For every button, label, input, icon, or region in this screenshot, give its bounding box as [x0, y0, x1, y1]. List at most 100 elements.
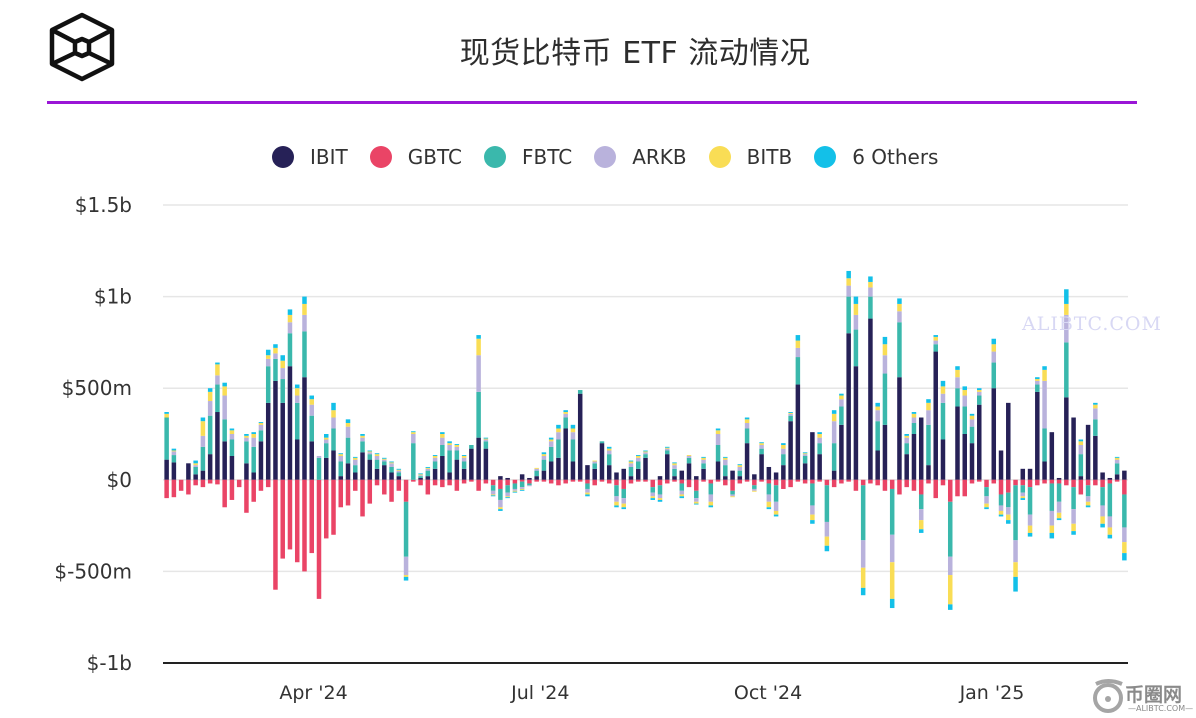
bar-segment[interactable] — [636, 479, 641, 482]
bar-segment[interactable] — [875, 406, 880, 411]
bar-segment[interactable] — [403, 479, 409, 502]
bar-segment[interactable] — [1035, 384, 1040, 392]
bar-segment[interactable] — [447, 472, 452, 480]
bar-segment[interactable] — [636, 457, 641, 462]
bar-segment[interactable] — [1064, 479, 1069, 486]
bar-segment[interactable] — [512, 483, 518, 489]
bar-segment[interactable] — [193, 465, 198, 467]
bar-segment[interactable] — [752, 485, 757, 489]
bar-segment[interactable] — [984, 487, 989, 497]
bar-segment[interactable] — [1035, 479, 1040, 486]
bar-segment[interactable] — [977, 391, 982, 396]
bar-segment[interactable] — [1027, 479, 1033, 488]
bar-segment[interactable] — [955, 406, 960, 480]
bar-segment[interactable] — [955, 388, 960, 407]
bar-segment[interactable] — [396, 476, 402, 480]
bar-segment[interactable] — [563, 412, 568, 414]
bar-segment[interactable] — [360, 434, 365, 436]
bar-segment[interactable] — [563, 417, 568, 429]
bar-segment[interactable] — [1006, 492, 1011, 508]
bar-segment[interactable] — [331, 410, 336, 418]
bar-segment[interactable] — [1006, 507, 1011, 515]
bar-segment[interactable] — [345, 426, 351, 438]
bar-segment[interactable] — [1093, 479, 1098, 486]
bar-segment[interactable] — [715, 428, 721, 431]
bar-segment[interactable] — [215, 479, 220, 485]
bar-segment[interactable] — [679, 490, 685, 495]
bar-segment[interactable] — [781, 479, 786, 489]
bar-segment[interactable] — [1042, 366, 1047, 370]
bar-segment[interactable] — [643, 450, 648, 452]
bar-segment[interactable] — [846, 479, 851, 482]
bar-segment[interactable] — [360, 479, 365, 517]
bar-segment[interactable] — [708, 501, 714, 506]
bar-segment[interactable] — [541, 452, 547, 455]
bar-segment[interactable] — [440, 479, 445, 488]
bar-segment[interactable] — [868, 281, 873, 288]
bar-segment[interactable] — [200, 446, 206, 471]
bar-segment[interactable] — [469, 448, 474, 480]
bar-segment[interactable] — [200, 470, 206, 480]
bar-segment[interactable] — [810, 483, 815, 506]
bar-segment[interactable] — [672, 479, 677, 482]
bar-segment[interactable] — [265, 402, 271, 480]
bar-segment[interactable] — [606, 465, 612, 480]
bar-segment[interactable] — [686, 455, 692, 456]
bar-segment[interactable] — [316, 455, 322, 458]
bar-segment[interactable] — [1006, 479, 1011, 493]
bar-segment[interactable] — [534, 476, 539, 480]
bar-segment[interactable] — [730, 494, 735, 497]
bar-segment[interactable] — [962, 434, 968, 480]
bar-segment[interactable] — [1114, 457, 1120, 460]
bar-segment[interactable] — [1035, 391, 1040, 480]
bar-segment[interactable] — [374, 453, 380, 455]
bar-segment[interactable] — [839, 393, 844, 396]
bar-segment[interactable] — [382, 457, 387, 459]
bar-segment[interactable] — [839, 399, 844, 407]
bar-segment[interactable] — [628, 476, 634, 480]
bar-segment[interactable] — [788, 412, 793, 413]
bar-segment[interactable] — [1093, 408, 1098, 420]
bar-segment[interactable] — [933, 335, 938, 337]
bar-segment[interactable] — [483, 437, 489, 439]
bar-segment[interactable] — [236, 479, 242, 488]
bar-segment[interactable] — [628, 460, 634, 462]
bar-segment[interactable] — [628, 461, 634, 464]
bar-segment[interactable] — [548, 439, 554, 442]
bar-segment[interactable] — [766, 466, 772, 480]
bar-segment[interactable] — [353, 479, 358, 491]
bar-segment[interactable] — [1085, 424, 1091, 480]
bar-segment[interactable] — [229, 479, 235, 500]
bar-segment[interactable] — [447, 479, 452, 486]
bar-segment[interactable] — [824, 521, 830, 537]
bar-segment[interactable] — [969, 479, 975, 484]
bar-segment[interactable] — [396, 468, 402, 470]
bar-segment[interactable] — [665, 454, 670, 480]
bar-segment[interactable] — [788, 412, 793, 414]
bar-segment[interactable] — [302, 303, 307, 315]
bar-segment[interactable] — [1020, 492, 1026, 497]
bar-segment[interactable] — [258, 479, 264, 491]
bar-segment[interactable] — [918, 417, 924, 480]
bar-segment[interactable] — [897, 377, 902, 480]
bar-segment[interactable] — [324, 437, 329, 440]
bar-segment[interactable] — [773, 514, 779, 517]
bar-segment[interactable] — [309, 395, 314, 400]
bar-segment[interactable] — [643, 454, 648, 458]
bar-segment[interactable] — [723, 476, 728, 480]
bar-segment[interactable] — [606, 448, 612, 451]
bar-segment[interactable] — [991, 479, 997, 484]
bar-segment[interactable] — [933, 344, 938, 352]
bar-segment[interactable] — [273, 353, 278, 359]
bar-segment[interactable] — [636, 468, 641, 480]
bar-segment[interactable] — [294, 479, 300, 563]
bar-segment[interactable] — [287, 322, 293, 334]
bar-segment[interactable] — [425, 466, 431, 468]
bar-segment[interactable] — [244, 441, 249, 464]
bar-segment[interactable] — [251, 479, 256, 502]
bar-segment[interactable] — [1122, 479, 1127, 495]
bar-segment[interactable] — [548, 461, 554, 480]
bar-segment[interactable] — [425, 479, 431, 495]
bar-segment[interactable] — [229, 434, 235, 440]
bar-segment[interactable] — [1013, 485, 1018, 541]
